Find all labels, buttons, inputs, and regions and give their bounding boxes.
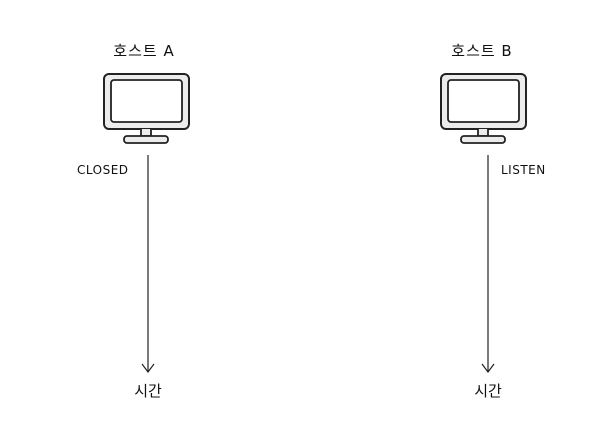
timeline-b-arrowhead [481, 363, 495, 373]
host-b-title: 호스트 B [451, 42, 513, 60]
host-a-state-label: CLOSED [77, 163, 129, 177]
monitor-icon [103, 73, 190, 144]
host-b-time-label: 시간 [474, 382, 502, 400]
host-a-time-label: 시간 [134, 382, 162, 400]
timeline-a-arrowhead [141, 363, 155, 373]
host-b-state-label: LISTEN [501, 163, 546, 177]
host-a-title: 호스트 A [113, 42, 175, 60]
monitor-icon [440, 73, 527, 144]
